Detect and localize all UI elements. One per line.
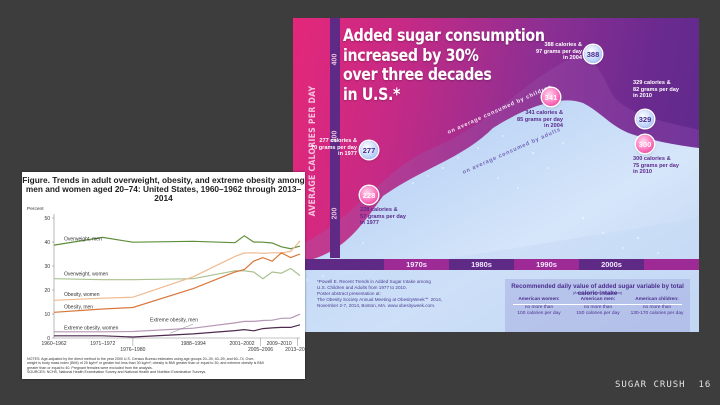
- sparkle-dots: [300, 135, 659, 284]
- series-label: Overweight, men: [64, 237, 102, 243]
- recommendation-men: American men: no more than 150 calories …: [576, 297, 620, 316]
- decade-2000s: 2000s: [579, 259, 644, 270]
- series-label: Extreme obesity, women: [64, 325, 119, 331]
- x-tick-label: 1976–1980: [120, 347, 145, 353]
- x-tick-label: 2013–2014: [285, 347, 305, 353]
- series-label: Overweight, women: [64, 272, 108, 278]
- series-label: Extreme obesity, men: [150, 318, 198, 324]
- annotation-adults-1977: 228 calories & 57 grams per day in 1977: [360, 207, 407, 227]
- annotation-children-1977: 277 calories & 70 grams per day in 1977: [310, 138, 357, 158]
- series-line-obesity-men: [53, 252, 301, 313]
- bubble-children-2010: 329: [636, 110, 654, 128]
- series-line-extreme-obesity-women: [54, 313, 301, 333]
- y-tick-label: 50: [44, 216, 50, 222]
- bubble-adults-1977: 228: [360, 186, 378, 204]
- bubble-children-1977: 277: [360, 141, 378, 159]
- series-line-obesity-women: [53, 240, 301, 301]
- headline-line-2: increased by 30%: [343, 45, 479, 65]
- y-tick-400: 400: [331, 53, 339, 66]
- recommendation-source: (American Heart Association): [572, 291, 623, 295]
- page-number: 16: [698, 380, 712, 390]
- recommendation-title: Recommended daily value of added sugar v…: [511, 283, 684, 297]
- x-tick-label: 2001–2002: [229, 341, 254, 347]
- x-tick-label: 1960–1962: [41, 341, 66, 347]
- y-tick-label: 30: [44, 264, 50, 270]
- headline-line-3: over three decades: [343, 65, 492, 84]
- headline: Added sugar consumption increased by 30%…: [343, 26, 545, 104]
- series-label: Obesity, women: [64, 292, 100, 298]
- series-line-overweight-women: [53, 267, 301, 281]
- y-tick-label: 40: [44, 240, 50, 246]
- bubble-children-2004: 388: [584, 45, 602, 63]
- label-leader-line: [169, 323, 194, 334]
- y-tick-label: 20: [44, 288, 50, 294]
- x-tick-label: 2009–2010: [267, 341, 292, 347]
- footer-title: SUGAR CRUSH: [615, 380, 686, 390]
- bubble-adults-2004: 341: [542, 88, 560, 106]
- x-tick-label: 1971–1972: [90, 341, 115, 347]
- decade-bar-end: [644, 259, 699, 270]
- headline-line-4: in U.S.*: [343, 84, 401, 104]
- annotation-adults-2010: 300 calories & 75 grams per day in 2010: [633, 156, 680, 176]
- sugar-infographic: AVERAGE CALORIES PER DAY 400 300 200 Add…: [293, 18, 699, 332]
- figure-notes: NOTES: Age-adjusted by the direct method…: [27, 357, 264, 375]
- series-line-overweight-men: [53, 235, 301, 250]
- decade-1970s: 1970s: [384, 259, 449, 270]
- decade-1990s: 1990s: [514, 259, 579, 270]
- series-line-extreme-obesity-men: [54, 324, 301, 338]
- slide-footer: SUGAR CRUSH 16: [615, 380, 711, 390]
- obesity-trends-figure: Figure. Trends in adult overweight, obes…: [22, 172, 305, 379]
- annotation-children-2010: 329 calories & 82 grams per day in 2010: [633, 80, 680, 100]
- y-axis-bar: [330, 18, 340, 258]
- y-tick-label: 10: [44, 312, 50, 318]
- annotation-adults-2004: 341 calories & 85 grams per day in 2004: [516, 110, 563, 130]
- figure-title: Figure. Trends in adult overweight, obes…: [22, 175, 305, 204]
- line-chart: 0 10 20 30 40 50 1960–1962 1971–1972 1988–1994 20…: [41, 214, 305, 353]
- recommendation-box: Recommended daily value of added sugar v…: [505, 279, 690, 332]
- recommendation-children: American children: no more than 130-170 …: [630, 297, 684, 316]
- headline-line-1: Added sugar consumption: [343, 26, 545, 45]
- figure-y-label: Percent: [27, 207, 44, 212]
- recommendation-women: American women: no more than 100 calorie…: [517, 297, 561, 316]
- y-tick-label: 0: [47, 336, 50, 342]
- y-tick-200: 200: [331, 207, 339, 220]
- adults-lower-band: [293, 218, 699, 332]
- series-label: Obesity, men: [64, 305, 93, 311]
- bubble-adults-2010: 300: [636, 135, 654, 153]
- annotation-children-2004: 388 calories & 97 grams per day in 2004: [535, 42, 582, 62]
- x-tick-label: 1988–1994: [181, 341, 206, 347]
- decade-1980s: 1980s: [449, 259, 514, 270]
- source-footnote: *Powell E. Recent Trends in Added Sugar …: [317, 279, 443, 309]
- recommendation-divider: [513, 304, 682, 305]
- x-tick-label: 2005–2006: [248, 347, 273, 353]
